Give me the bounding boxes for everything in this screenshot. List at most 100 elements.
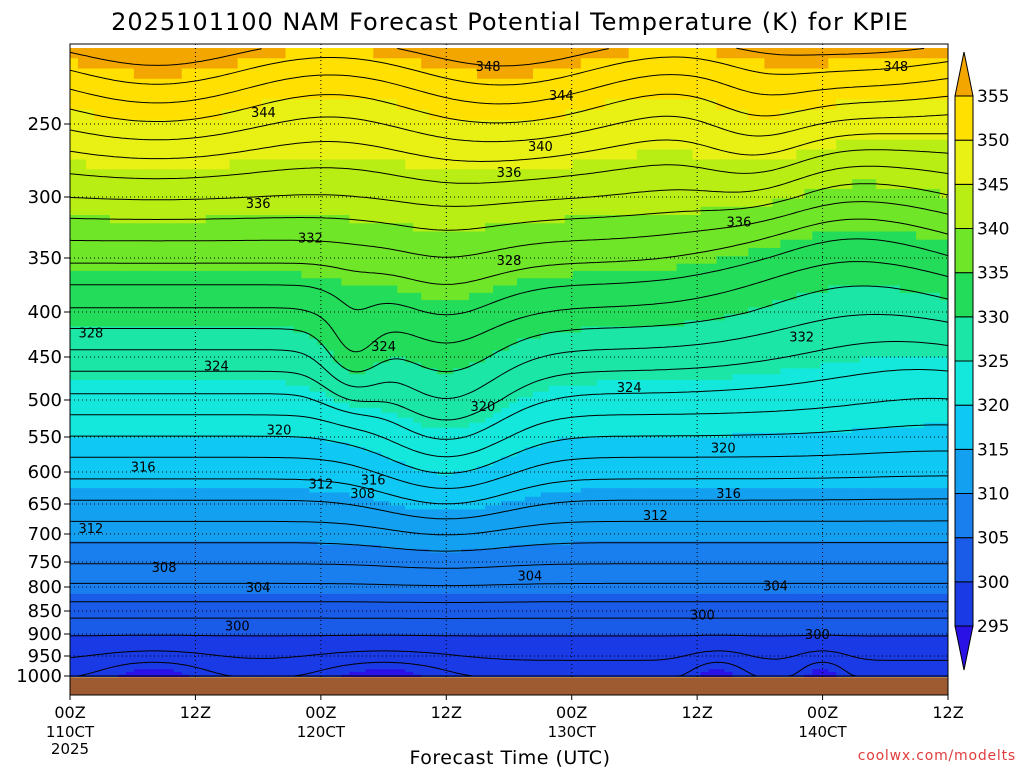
band-cell: [237, 422, 247, 429]
band-cell: [101, 663, 111, 668]
band-cell: [125, 677, 135, 678]
band-cell: [85, 584, 95, 588]
band-cell: [117, 206, 127, 216]
band-cell: [325, 505, 334, 510]
band-cell: [245, 475, 255, 481]
band-cell: [197, 344, 207, 352]
band-cell: [117, 78, 127, 90]
band-cell: [285, 119, 295, 131]
band-cell: [141, 597, 151, 601]
band-cell: [397, 300, 406, 309]
band-cell: [333, 613, 342, 617]
band-cell: [125, 68, 135, 80]
band-cell: [357, 509, 366, 515]
band-cell: [189, 169, 199, 180]
band-cell: [109, 655, 119, 659]
band-cell: [261, 509, 271, 515]
band-cell: [189, 580, 199, 585]
band-cell: [237, 285, 247, 294]
band-cell: [229, 663, 239, 668]
band-cell: [173, 466, 183, 472]
band-cell: [213, 239, 223, 249]
band-cell: [349, 646, 358, 651]
band-cell: [389, 119, 398, 131]
band-cell: [269, 68, 279, 80]
band-cell: [373, 631, 382, 636]
band-cell: [141, 417, 151, 424]
band-cell: [301, 368, 311, 375]
band-cell: [141, 646, 151, 651]
band-cell: [293, 362, 303, 369]
band-cell: [261, 513, 271, 519]
band-cell: [141, 344, 151, 352]
band-cell: [309, 606, 319, 611]
band-cell: [397, 505, 406, 510]
band-cell: [293, 427, 303, 434]
band-cell: [189, 247, 199, 257]
band-cell: [181, 603, 191, 608]
band-cell: [389, 483, 398, 489]
band-cell: [229, 380, 239, 387]
band-cell: [141, 509, 151, 515]
band-cell: [237, 223, 247, 233]
band-cell: [333, 109, 342, 121]
band-cell: [293, 537, 303, 542]
band-cell: [253, 643, 263, 648]
band-cell: [293, 422, 303, 429]
band-cell: [285, 188, 295, 200]
band-cell: [70, 362, 79, 369]
band-cell: [381, 552, 390, 557]
band-cell: [157, 119, 167, 131]
band-cell: [173, 509, 183, 515]
band-cell: [221, 597, 231, 601]
band-cell: [325, 129, 334, 141]
band-cell: [301, 567, 311, 572]
band-cell: [333, 640, 342, 645]
band-cell: [221, 610, 231, 614]
band-cell: [117, 677, 127, 678]
band-cell: [301, 198, 311, 208]
band-cell: [237, 442, 247, 448]
band-cell: [221, 517, 231, 523]
band-cell: [381, 247, 390, 257]
band-cell: [253, 501, 263, 506]
band-cell: [85, 533, 95, 539]
band-cell: [70, 447, 79, 453]
band-cell: [237, 58, 247, 70]
band-cell: [397, 139, 406, 151]
band-cell: [381, 380, 390, 387]
band-cell: [261, 332, 271, 340]
band-cell: [373, 442, 382, 448]
band-cell: [205, 552, 215, 557]
band-cell: [197, 314, 207, 321]
band-cell: [117, 496, 127, 502]
band-cell: [357, 374, 366, 381]
band-cell: [293, 447, 303, 453]
band-cell: [333, 247, 342, 257]
band-cell: [173, 580, 183, 585]
band-cell: [253, 300, 263, 309]
band-cell: [149, 68, 159, 80]
band-cell: [85, 270, 95, 279]
band-cell: [341, 470, 350, 476]
band-cell: [301, 488, 311, 494]
band-cell: [365, 541, 374, 546]
band-cell: [205, 247, 215, 257]
band-cell: [181, 270, 191, 279]
band-cell: [365, 556, 374, 561]
band-cell: [93, 58, 103, 70]
band-cell: [365, 573, 374, 578]
band-cell: [197, 231, 207, 241]
band-cell: [365, 326, 374, 334]
band-cell: [221, 320, 231, 327]
band-cell: [237, 380, 247, 387]
band-cell: [229, 278, 239, 287]
band-cell: [341, 649, 350, 654]
band-cell: [229, 552, 239, 557]
band-cell: [205, 374, 215, 381]
band-cell: [133, 338, 143, 346]
band-cell: [77, 496, 87, 502]
band-cell: [221, 669, 231, 673]
band-cell: [349, 509, 358, 515]
band-cell: [309, 99, 319, 111]
